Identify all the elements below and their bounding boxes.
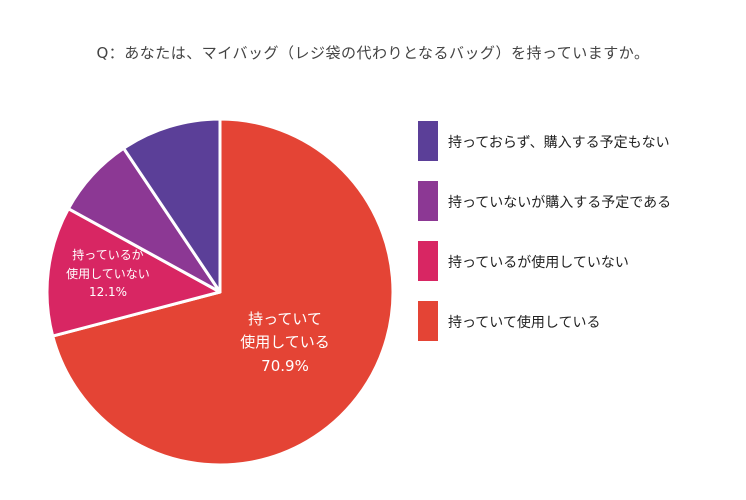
legend-swatch <box>418 181 438 221</box>
chart-title: Q：あなたは、マイバッグ（レジ袋の代わりとなるバッグ）を持っていますか。 <box>96 44 650 62</box>
legend-label: 持っているが使用していない <box>448 255 629 271</box>
pie-slice-3 <box>122 117 222 294</box>
legend-label: 持っておらず、購入する予定もない <box>448 135 670 151</box>
legend-label: 持っていないが購入する予定である <box>448 195 672 211</box>
legend-item-0: 持っていて使用している <box>418 301 728 341</box>
legend-item-1: 持っているが使用していない <box>418 241 728 281</box>
slice-label-0: 持っていて使用している 70.9% <box>205 308 365 378</box>
pie-slice-0 <box>51 117 395 467</box>
slice-percent-label: 70.9% <box>261 356 309 375</box>
slice-percent-label: 12.1% <box>88 285 128 300</box>
legend-label: 持っていて使用している <box>448 315 601 331</box>
legend-item-3: 持っておらず、購入する予定もない <box>418 121 728 161</box>
slice-label-1: 持っているが 使用していない 12.1% <box>28 246 188 302</box>
slice-text-label: 持っているが <box>72 248 144 263</box>
slice-text-label: 使用している <box>240 333 330 352</box>
pie-slice-1 <box>45 207 222 338</box>
slice-text-label: 使用していない <box>66 266 150 281</box>
legend-swatch <box>418 121 438 161</box>
legend-swatch <box>418 241 438 281</box>
slice-text-label: 持っていて <box>248 310 322 329</box>
legend-item-2: 持っていないが購入する予定である <box>418 181 728 221</box>
legend-swatch <box>418 301 438 341</box>
